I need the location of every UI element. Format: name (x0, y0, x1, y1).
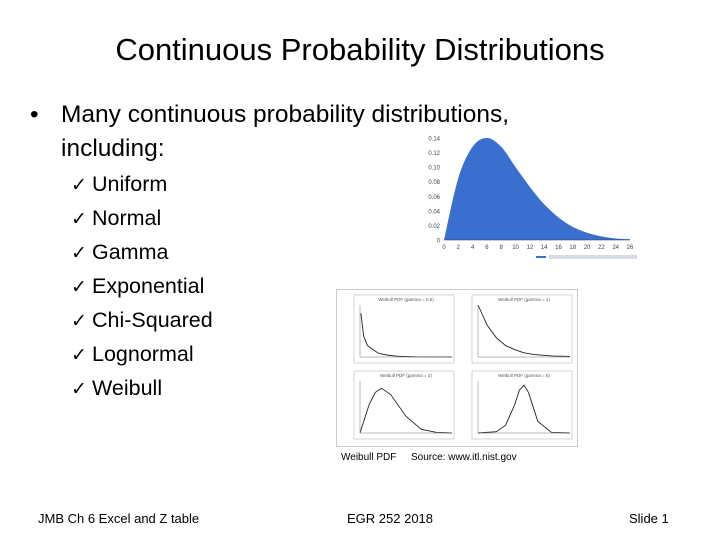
x-tick-label: 12 (527, 245, 534, 251)
list-item-label: Gamma (92, 240, 169, 264)
list-item-label: Chi-Squared (92, 308, 213, 332)
list-item-label: Lognormal (92, 342, 194, 366)
list-item-lognormal: ✓ Lognormal (71, 340, 213, 374)
weibull-panel: Weibull PDF (gamma = 5) (471, 370, 573, 440)
list-item-label: Normal (92, 206, 162, 230)
distribution-list: ✓ Uniform ✓ Normal ✓ Gamma ✓ Exponential ✓ Ch… (71, 170, 213, 408)
panel-title: Weibull PDF (gamma = 0.5) (378, 297, 434, 302)
pdf-area-chart: 00.020.040.060.080.100.120.14 0 2 4 6 8 10 12 1… (418, 128, 640, 264)
panel-title: Weibull PDF (gamma = 2) (380, 373, 432, 378)
y-tick-label: 0.08 (428, 180, 440, 186)
chart-legend (536, 255, 637, 259)
weibull-panel: Weibull PDF (gamma = 1) (471, 294, 573, 364)
weibull-panel-group: Weibull PDF (gamma = 0.5) Weibull PDF (ga… (353, 294, 573, 440)
x-tick-label: 26 (627, 245, 634, 251)
list-item-exponential: ✓ Exponential (71, 272, 213, 306)
panel-title: Weibull PDF (gamma = 5) (498, 373, 550, 378)
y-tick-label: 0.10 (428, 166, 440, 172)
x-tick-label: 0 (442, 245, 446, 251)
panel-frame (471, 294, 573, 364)
x-tick-label: 14 (541, 245, 548, 251)
check-icon: ✓ (71, 276, 87, 298)
legend-text-blur (549, 255, 637, 259)
list-item-label: Exponential (92, 274, 205, 298)
list-item-weibull: ✓ Weibull (71, 374, 213, 408)
x-tick-labels: 0 2 4 6 8 10 12 14 16 18 20 22 24 26 (442, 245, 634, 251)
x-tick-label: 8 (500, 245, 504, 251)
source-caption: Source: www.itl.nist.gov (411, 452, 517, 463)
weibull-curve (477, 304, 571, 357)
figure-frame (336, 289, 578, 447)
bullet-text: Many continuous probability distribution… (61, 101, 510, 162)
x-tick-label: 4 (471, 245, 475, 251)
list-item-uniform: ✓ Uniform (71, 170, 213, 204)
check-icon: ✓ (71, 378, 87, 400)
list-item-gamma: ✓ Gamma (71, 238, 213, 272)
footer-left: JMB Ch 6 Excel and Z table (38, 511, 200, 526)
list-item-chi-squared: ✓ Chi-Squared (71, 306, 213, 340)
check-icon: ✓ (71, 344, 87, 366)
check-icon: ✓ (71, 310, 87, 332)
x-tick-label: 10 (512, 245, 519, 251)
y-tick-label: 0.02 (428, 224, 440, 230)
y-tick-label: 0.06 (428, 195, 440, 201)
x-tick-label: 16 (555, 245, 562, 251)
panel-frame (353, 294, 455, 364)
list-item-label: Uniform (92, 172, 168, 196)
x-tick-label: 24 (612, 245, 619, 251)
bullet-marker: • (30, 101, 39, 128)
footer-slide-number: Slide 1 (629, 511, 669, 526)
x-tick-label: 22 (598, 245, 605, 251)
x-tick-label: 2 (457, 245, 461, 251)
weibull-panel: Weibull PDF (gamma = 0.5) (353, 294, 455, 364)
weibull-panel: Weibull PDF (gamma = 2) (353, 370, 455, 440)
list-item-normal: ✓ Normal (71, 204, 213, 238)
y-tick-label: 0.12 (428, 151, 440, 157)
check-icon: ✓ (71, 174, 87, 196)
y-tick-label: 0.14 (428, 137, 440, 143)
weibull-panels-chart: Weibull PDF (gamma = 0.5) Weibull PDF (ga… (336, 289, 578, 447)
check-icon: ✓ (71, 242, 87, 264)
y-tick-labels: 0 0.02 0.04 0.06 0.08 0.10 0.12 0.14 (428, 137, 440, 245)
panel-title: Weibull PDF (gamma = 1) (498, 297, 550, 302)
y-tick-label: 0.04 (428, 209, 440, 215)
panel-frame (353, 370, 455, 440)
list-item-label: Weibull (92, 376, 163, 400)
x-tick-label: 6 (485, 245, 489, 251)
pdf-area-series (444, 138, 630, 240)
weibull-curve (477, 384, 571, 434)
footer-center: EGR 252 2018 (347, 511, 434, 526)
check-icon: ✓ (71, 208, 87, 230)
y-tick-label: 0 (437, 239, 441, 245)
weibull-caption: Weibull PDF (341, 452, 397, 463)
x-tick-label: 20 (584, 245, 591, 251)
slide-title: Continuous Probability Distributions (115, 32, 605, 67)
x-tick-label: 18 (569, 245, 576, 251)
panel-frame (471, 370, 573, 440)
weibull-curve (359, 387, 453, 434)
